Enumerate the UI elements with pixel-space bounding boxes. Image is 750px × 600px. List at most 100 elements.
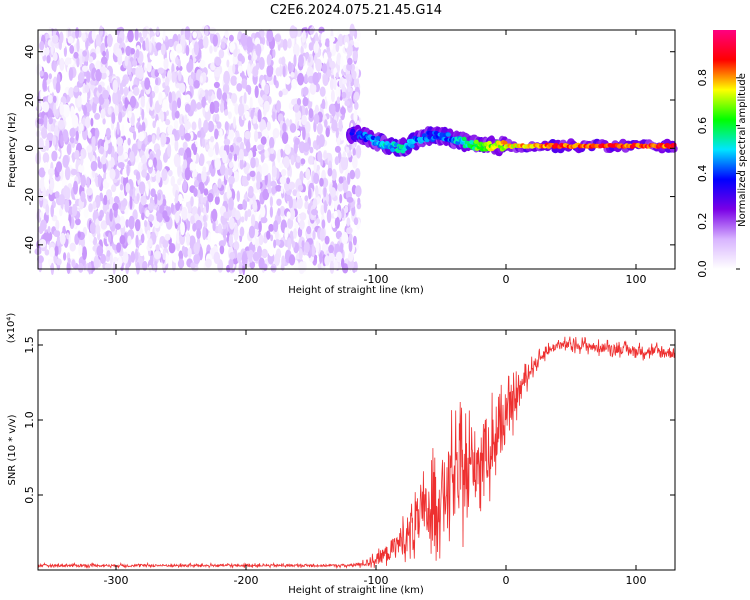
- heatmap-noise-cell: [335, 156, 339, 165]
- heatmap-noise-cell: [328, 245, 334, 254]
- heatmap-noise-cell: [154, 194, 157, 205]
- heatmap-noise-cell: [222, 92, 227, 101]
- heatmap-noise-cell: [168, 91, 172, 103]
- heatmap-ridge-cell: [672, 143, 677, 147]
- heatmap-noise-cell: [52, 135, 56, 146]
- heatmap-noise-cell: [199, 153, 204, 166]
- heatmap-noise-cell: [331, 90, 335, 102]
- heatmap-noise-cell: [229, 130, 235, 139]
- heatmap-noise-cell: [49, 73, 52, 79]
- heatmap-noise-cell: [210, 102, 215, 114]
- heatmap-noise-cell: [108, 107, 112, 115]
- heatmap-noise-cell: [117, 137, 123, 146]
- heatmap-noise-cell: [175, 190, 178, 204]
- heatmap-noise-cell: [331, 106, 335, 117]
- heatmap-noise-cell: [141, 96, 145, 108]
- heatmap-noise-cell: [81, 175, 86, 188]
- heatmap-noise-cell: [129, 189, 133, 197]
- heatmap-noise-cell: [222, 150, 227, 163]
- heatmap-noise-cell: [245, 111, 250, 119]
- heatmap-noise-cell: [117, 122, 120, 135]
- heatmap-noise-cell: [111, 112, 115, 124]
- heatmap-noise-cell: [80, 191, 85, 202]
- heatmap-noise-cell: [139, 181, 146, 194]
- heatmap-noise-cell: [161, 112, 165, 123]
- heatmap-noise-cell: [242, 253, 248, 266]
- heatmap-noise-cell: [165, 85, 169, 93]
- heatmap-noise-cell: [205, 105, 209, 112]
- heatmap-noise-cell: [144, 220, 147, 227]
- heatmap-noise-cell: [96, 245, 103, 256]
- heatmap-noise-cell: [123, 252, 129, 264]
- heatmap-noise-cell: [78, 232, 81, 238]
- colorbar-tick-label: 0.0: [696, 260, 709, 278]
- heatmap-noise-cell: [100, 66, 107, 73]
- heatmap-noise-cell: [220, 103, 224, 113]
- heatmap-noise-cell: [156, 170, 161, 183]
- heatmap-noise-cell: [215, 114, 219, 122]
- heatmap-noise-cell: [196, 103, 202, 109]
- heatmap-noise-cell: [299, 248, 303, 260]
- heatmap-noise-cell: [190, 262, 195, 269]
- heatmap-noise-cell: [255, 86, 259, 99]
- heatmap-noise-cell: [308, 156, 314, 165]
- heatmap-noise-cell: [223, 212, 230, 219]
- heatmap-noise-cell: [230, 76, 237, 86]
- heatmap-noise-cell: [53, 96, 57, 103]
- heatmap-noise-cell: [267, 121, 271, 131]
- heatmap-noise-cell: [80, 153, 83, 166]
- heatmap-noise-cell: [49, 247, 55, 258]
- heatmap-noise-cell: [184, 133, 191, 141]
- heatmap-noise-cell: [137, 193, 140, 202]
- snr-y-label: SNR (10 * v/v): [7, 414, 18, 485]
- heatmap-noise-cell: [86, 177, 90, 189]
- heatmap-noise-cell: [217, 88, 222, 100]
- heatmap-noise-cell: [142, 27, 147, 38]
- heatmap-noise-cell: [352, 71, 357, 80]
- heatmap-noise-cell: [319, 252, 322, 264]
- heatmap-noise-cell: [346, 147, 350, 154]
- heatmap-noise-cell: [355, 168, 361, 179]
- snr-x-label: Height of straight line (km): [288, 585, 424, 596]
- heatmap-noise-cell: [59, 208, 63, 216]
- heatmap-noise-cell: [111, 184, 116, 192]
- heatmap-noise-cell: [94, 113, 100, 120]
- heatmap-noise-cell: [174, 120, 178, 129]
- heatmap-noise-cell: [141, 169, 147, 177]
- heatmap-noise-cell: [312, 72, 318, 85]
- heatmap-noise-cell: [230, 145, 234, 153]
- heatmap-noise-cell: [289, 182, 296, 190]
- heatmap-noise-cell: [161, 43, 166, 55]
- heatmap-noise-cell: [247, 85, 251, 95]
- heatmap-noise-cell: [330, 61, 336, 69]
- heatmap-ridge-cell: [350, 129, 355, 133]
- heatmap-noise-cell: [268, 245, 274, 256]
- heatmap-noise-cell: [232, 63, 235, 73]
- heatmap-noise-cell: [235, 210, 241, 220]
- heatmap-noise-cell: [249, 171, 255, 177]
- heatmap-noise-cell: [185, 26, 191, 40]
- heatmap-noise-cell: [59, 102, 64, 116]
- heatmap-noise-cell: [69, 128, 75, 138]
- heatmap-noise-cell: [341, 157, 348, 170]
- heatmap-noise-cell: [313, 173, 319, 184]
- heatmap-noise-cell: [135, 219, 141, 231]
- heatmap-noise-cell: [228, 167, 233, 176]
- heatmap-noise-cell: [124, 87, 129, 97]
- heatmap-noise-cell: [330, 187, 336, 198]
- heatmap-noise-cell: [190, 215, 195, 224]
- heatmap-noise-cell: [229, 252, 235, 260]
- y-tick-label: 1.5: [23, 336, 36, 354]
- heatmap-noise-cell: [90, 118, 93, 127]
- heatmap-noise-cell: [336, 129, 339, 139]
- heatmap-noise-cell: [252, 237, 256, 245]
- heatmap-noise-cell: [75, 218, 81, 225]
- heatmap-noise-cell: [312, 230, 315, 240]
- heatmap-noise-cell: [229, 233, 233, 247]
- y-tick-label: 0: [23, 145, 36, 152]
- heatmap-noise-cell: [309, 27, 314, 35]
- heatmap-noise-cell: [44, 162, 49, 173]
- heatmap-noise-cell: [340, 107, 346, 115]
- heatmap-noise-cell: [305, 168, 310, 180]
- heatmap-noise-cell: [250, 110, 253, 120]
